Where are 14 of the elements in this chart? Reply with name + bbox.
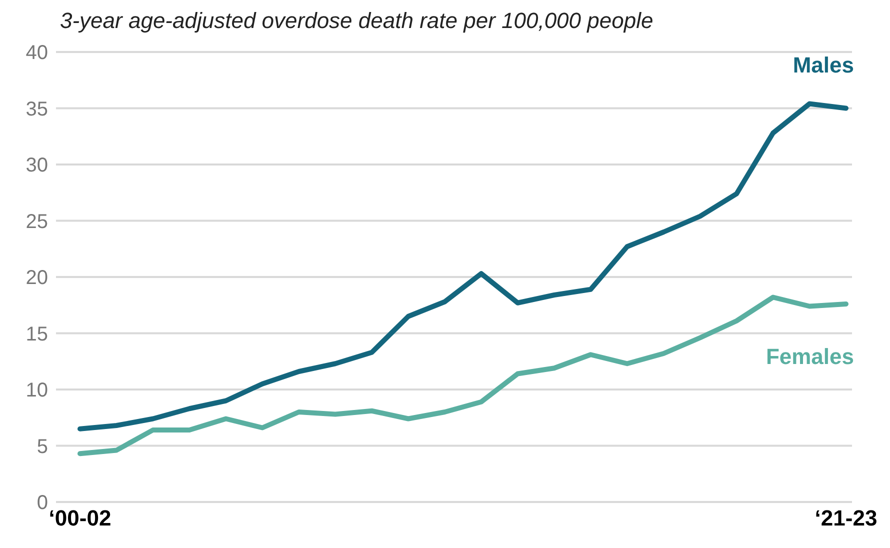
y-tick-label: 25 (26, 210, 48, 233)
y-tick-label: 40 (26, 42, 48, 64)
x-tick-label: ‘21-23 (814, 506, 878, 531)
y-tick-label: 10 (26, 380, 48, 402)
y-tick-label: 15 (26, 323, 48, 346)
y-tick-label: 0 (36, 492, 48, 514)
series-label: Females (766, 344, 854, 369)
y-tick-label: 30 (26, 154, 48, 177)
y-tick-label: 35 (26, 98, 48, 120)
series-label: Males (792, 52, 854, 78)
chart-title: 3-year age-adjusted overdose death rate per 100,000 people (60, 8, 654, 35)
y-tick-label: 5 (36, 436, 48, 458)
x-tick-label: ‘00-02 (48, 506, 112, 531)
y-tick-label: 20 (26, 267, 48, 290)
